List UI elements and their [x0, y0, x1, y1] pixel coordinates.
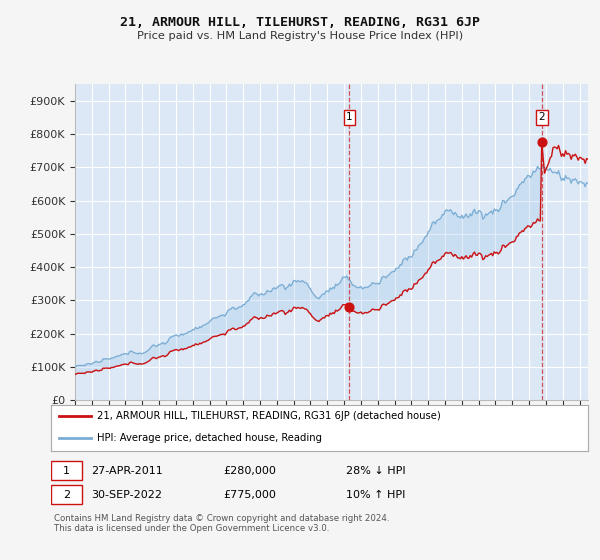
Text: HPI: Average price, detached house, Reading: HPI: Average price, detached house, Read…: [97, 433, 322, 443]
Text: 10% ↑ HPI: 10% ↑ HPI: [346, 489, 406, 500]
Text: £775,000: £775,000: [223, 489, 276, 500]
Text: 1: 1: [63, 466, 70, 475]
Text: 2: 2: [538, 112, 545, 122]
FancyBboxPatch shape: [51, 461, 82, 480]
Text: 21, ARMOUR HILL, TILEHURST, READING, RG31 6JP (detached house): 21, ARMOUR HILL, TILEHURST, READING, RG3…: [97, 412, 440, 421]
Text: Price paid vs. HM Land Registry's House Price Index (HPI): Price paid vs. HM Land Registry's House …: [137, 31, 463, 41]
Text: 30-SEP-2022: 30-SEP-2022: [91, 489, 162, 500]
Text: 21, ARMOUR HILL, TILEHURST, READING, RG31 6JP: 21, ARMOUR HILL, TILEHURST, READING, RG3…: [120, 16, 480, 29]
Text: 27-APR-2011: 27-APR-2011: [91, 466, 163, 475]
Text: 2: 2: [63, 489, 70, 500]
Point: [344, 302, 354, 311]
FancyBboxPatch shape: [51, 486, 82, 504]
Text: 28% ↓ HPI: 28% ↓ HPI: [346, 466, 406, 475]
Point: [537, 138, 547, 147]
Text: 1: 1: [346, 112, 353, 122]
Text: Contains HM Land Registry data © Crown copyright and database right 2024.
This d: Contains HM Land Registry data © Crown c…: [53, 514, 389, 534]
Text: £280,000: £280,000: [223, 466, 276, 475]
